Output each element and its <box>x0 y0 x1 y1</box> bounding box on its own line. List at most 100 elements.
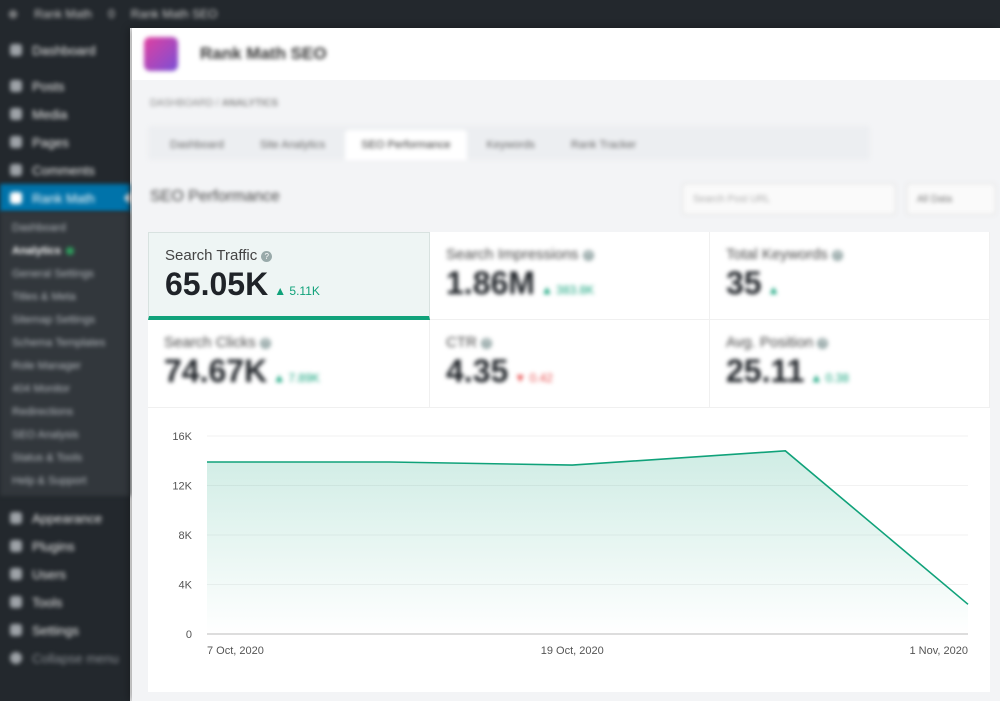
sidebar-item-rank-math[interactable]: Rank Math <box>0 184 130 212</box>
x-tick-label: 19 Oct, 2020 <box>541 645 604 657</box>
metric-label: Search Clicks? <box>164 334 413 351</box>
help-icon[interactable]: ? <box>582 250 594 261</box>
label: Settings <box>32 622 79 638</box>
label: Tools <box>32 594 63 610</box>
metric-delta: ▲ 383.8K <box>540 283 595 297</box>
metric-cards: Search Traffic? 65.05K ▲ 5.11K Search Impr… <box>148 232 990 410</box>
metric-value-text: 35 <box>726 265 762 301</box>
sidebar-item-media[interactable]: Media <box>0 100 130 128</box>
page-title: SEO Performance <box>150 188 280 205</box>
label: Media <box>32 106 68 122</box>
wordpress-icon[interactable]: ⊕ <box>8 7 19 21</box>
sidebar-item-comments[interactable]: Comments <box>0 156 130 184</box>
metric-label-text: Search Impressions <box>446 246 579 263</box>
analytics-tabs: Dashboard Site Analytics SEO Performance… <box>148 126 870 160</box>
help-icon[interactable]: ? <box>261 251 273 262</box>
x-tick-label: 1 Nov, 2020 <box>909 645 968 657</box>
help-icon[interactable]: ? <box>480 338 492 349</box>
tab-seo-performance[interactable]: SEO Performance <box>345 130 467 160</box>
submenu-status-tools[interactable]: Status & Tools <box>12 451 83 464</box>
tab-site-analytics[interactable]: Site Analytics <box>259 139 326 151</box>
dashboard-icon <box>10 44 22 56</box>
metric-value-text: 25.11 <box>726 353 805 389</box>
metric-label: Search Impressions? <box>446 246 693 263</box>
submenu-seo-analysis[interactable]: SEO Analysis <box>12 428 79 441</box>
search-input[interactable]: Search Post URL <box>682 183 896 215</box>
help-icon[interactable]: ? <box>831 250 843 261</box>
submenu-dashboard[interactable]: Dashboard <box>12 221 66 234</box>
help-icon[interactable]: ? <box>817 338 829 349</box>
label: Appearance <box>32 510 103 526</box>
metric-card[interactable]: Search Traffic? 65.05K ▲ 5.11K <box>148 232 430 320</box>
sidebar-item-plugins[interactable]: Plugins <box>0 532 130 560</box>
metric-value-text: 4.35 <box>446 353 509 389</box>
sidebar-item-appearance[interactable]: Appearance <box>0 504 130 532</box>
y-tick-label: 16K <box>172 431 192 443</box>
metric-card[interactable]: Total Keywords? 35 ▲ <box>710 232 990 320</box>
submenu-role-manager[interactable]: Role Manager <box>12 359 82 372</box>
metric-delta: ▼ 0.42 <box>514 371 553 385</box>
metric-delta: ▲ 0.38 <box>810 371 849 385</box>
adminbar-comments[interactable]: 0 <box>108 7 115 21</box>
metric-label: CTR? <box>446 334 693 351</box>
help-icon[interactable]: ? <box>259 338 271 349</box>
admin-sidebar: Dashboard Posts Media Pages Comments Ran… <box>0 28 130 701</box>
adminbar-rankmath[interactable]: Rank Math SEO <box>130 7 218 21</box>
metric-card[interactable]: CTR? 4.35 ▼ 0.42 <box>430 320 710 408</box>
submenu-help[interactable]: Help & Support <box>12 474 87 487</box>
submenu-titles-meta[interactable]: Titles & Meta <box>12 290 76 303</box>
label: Dashboard <box>32 42 96 58</box>
date-filter-select[interactable]: All Data <box>906 183 996 215</box>
sidebar-item-posts[interactable]: Posts <box>0 72 130 100</box>
submenu-schema[interactable]: Schema Templates <box>12 336 106 349</box>
rank-math-icon <box>10 192 22 204</box>
label: Plugins <box>32 538 75 554</box>
tab-rank-tracker[interactable]: Rank Tracker <box>570 139 637 151</box>
x-tick-label: 7 Oct, 2020 <box>207 645 264 657</box>
metric-label-text: Avg. Position <box>726 334 814 351</box>
submenu-sitemap[interactable]: Sitemap Settings <box>12 313 96 326</box>
media-icon <box>10 108 22 120</box>
tab-keywords[interactable]: Keywords <box>486 139 535 151</box>
metric-card[interactable]: Search Clicks? 74.67K ▲ 7.89K <box>148 320 430 408</box>
breadcrumb-current: ANALYTICS <box>221 98 279 109</box>
adminbar-site[interactable]: Rank Math <box>34 7 93 21</box>
label: Analytics <box>12 244 61 257</box>
label: Rank Math <box>32 190 95 206</box>
tab-dashboard[interactable]: Dashboard <box>170 139 224 151</box>
sidebar-item-pages[interactable]: Pages <box>0 128 130 156</box>
sidebar-item-dashboard[interactable]: Dashboard <box>0 36 130 64</box>
metric-value: 74.67K ▲ 7.89K <box>164 353 413 390</box>
submenu-analytics[interactable]: Analytics <box>0 239 130 262</box>
submenu-general-settings[interactable]: General Settings <box>12 267 94 280</box>
metric-value: 25.11 ▲ 0.38 <box>726 353 973 390</box>
breadcrumb-parent[interactable]: DASHBOARD <box>150 98 214 109</box>
sidebar-item-users[interactable]: Users <box>0 560 130 588</box>
metric-delta: ▲ 5.11K <box>274 284 320 298</box>
sidebar-item-settings[interactable]: Settings <box>0 616 130 644</box>
main-content: Rank Math SEO DASHBOARD / ANALYTICS Dash… <box>132 28 1000 701</box>
page-icon <box>10 136 22 148</box>
metric-label-text: CTR <box>446 334 477 351</box>
metric-delta: ▲ 7.89K <box>273 371 320 385</box>
user-icon <box>10 568 22 580</box>
metric-card[interactable]: Avg. Position? 25.11 ▲ 0.38 <box>710 320 990 408</box>
metric-card[interactable]: Search Impressions? 1.86M ▲ 383.8K <box>430 232 710 320</box>
label: Pages <box>32 134 69 150</box>
brush-icon <box>10 512 22 524</box>
settings-icon <box>10 624 22 636</box>
new-badge <box>65 246 74 255</box>
metric-label-text: Search Traffic <box>165 247 258 264</box>
metric-value-text: 65.05K <box>165 266 269 302</box>
collapse-icon <box>10 652 22 664</box>
area-fill <box>207 450 968 634</box>
submenu-redirections[interactable]: Redirections <box>12 405 74 418</box>
chart-svg: 0 4K 8K 12K 16K 7 Oct, 2020 19 Oct, 2020 1 Nov,… <box>172 431 969 657</box>
comment-icon <box>10 164 22 176</box>
submenu-404[interactable]: 404 Monitor <box>12 382 71 395</box>
admin-bar: ⊕ Rank Math 0 Rank Math SEO <box>0 0 1000 28</box>
metric-delta-text: 5.11K <box>289 284 320 298</box>
sidebar-item-tools[interactable]: Tools <box>0 588 130 616</box>
metric-label: Search Traffic? <box>165 247 413 264</box>
collapse-menu[interactable]: Collapse menu <box>0 644 130 672</box>
